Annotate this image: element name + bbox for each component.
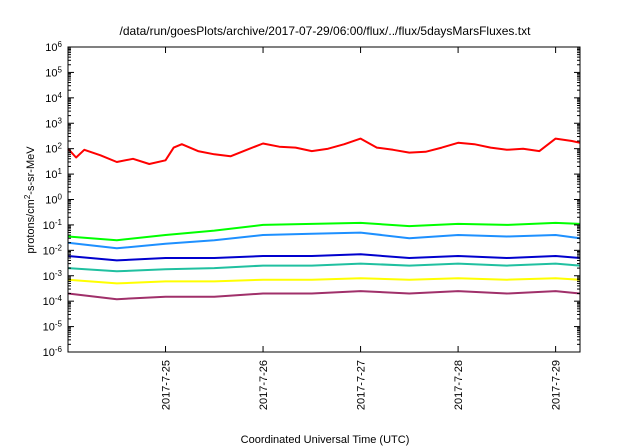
y-axis-label-main: protons/cm [25, 199, 37, 253]
chart-title: /data/run/goesPlots/archive/2017-07-29/0… [120, 24, 532, 38]
y-tick-label: 10-3 [43, 268, 63, 283]
series-line-3 [67, 231, 581, 250]
x-tick-label: 2017-7-28 [453, 360, 465, 410]
y-tick-label: 10-2 [43, 243, 63, 257]
y-axis-label-rest: -s-sr-MeV [25, 146, 37, 195]
x-tick-label: 2017-7-29 [551, 360, 563, 410]
series-line-5 [67, 262, 581, 273]
x-tick-label: 2017-7-26 [258, 360, 270, 410]
y-tick-label: 10-6 [43, 345, 63, 360]
x-tick-label: 2017-7-27 [356, 360, 368, 410]
y-tick-label: 10-4 [43, 294, 63, 309]
y-axis-label-sup: 2 [23, 194, 32, 199]
x-axis-label: Coordinated Universal Time (UTC) [241, 434, 410, 446]
y-axis-label: protons/cm2-s-sr-MeV [23, 146, 38, 254]
series-line-1 [67, 137, 581, 165]
x-tick-label: 2017-7-25 [161, 360, 173, 410]
ticks-layer: 10-6 10-5 10-4 10-3 10-2 10-1 100 101 102 103 104 1… [43, 40, 580, 410]
series-line-7 [67, 290, 581, 301]
plot-frame [67, 46, 581, 353]
series-line-4 [67, 253, 581, 262]
y-tick-label: 103 [45, 116, 62, 131]
y-tick-label: 100 [45, 192, 62, 207]
series-line-6 [67, 277, 581, 285]
y-tick-label: 102 [45, 141, 62, 156]
series-layer [67, 137, 581, 301]
y-tick-label: 101 [45, 167, 62, 182]
y-tick-label: 105 [45, 65, 62, 80]
y-tick-label: 10-5 [43, 319, 63, 334]
y-tick-label: 106 [45, 40, 62, 55]
y-tick-label: 10-1 [43, 217, 63, 232]
series-line-2 [67, 221, 581, 242]
y-tick-label: 104 [45, 90, 62, 105]
